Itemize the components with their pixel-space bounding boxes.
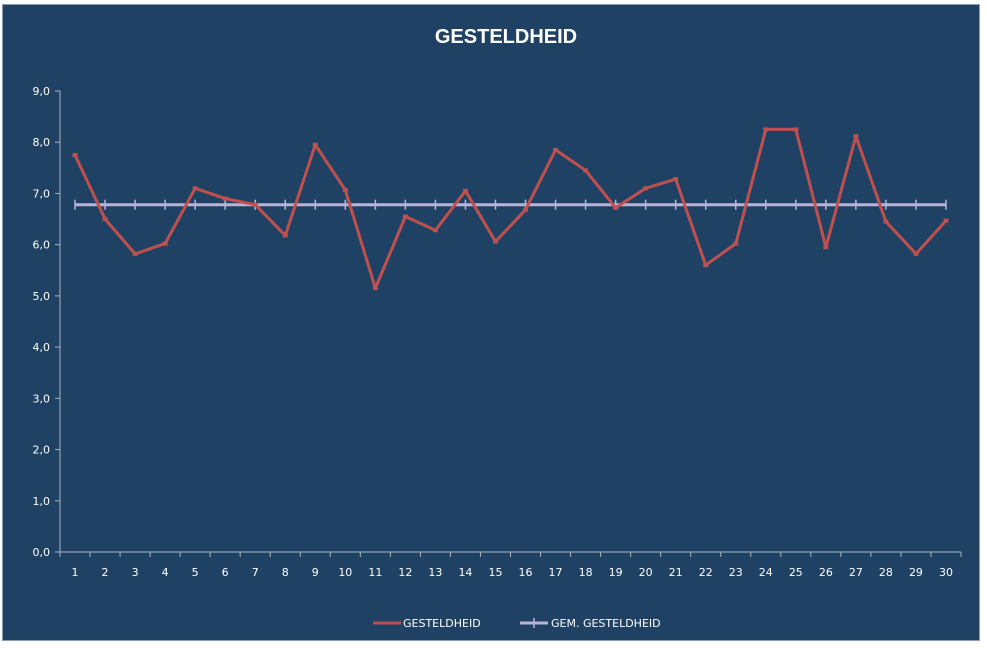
data-point-gesteldheid	[492, 239, 498, 244]
x-tick-label: 26	[819, 566, 833, 579]
y-tick-label: 7,0	[33, 187, 51, 200]
data-point-gesteldheid	[913, 251, 919, 256]
x-tick-label: 5	[192, 566, 199, 579]
series-layer	[72, 127, 949, 291]
data-point-gesteldheid	[432, 228, 438, 233]
y-tick-label: 5,0	[33, 290, 51, 303]
x-tick-label: 8	[282, 566, 289, 579]
x-tick-label: 18	[579, 566, 593, 579]
data-point-gesteldheid	[823, 245, 829, 250]
y-tick-label: 2,0	[33, 444, 51, 457]
data-point-gesteldheid	[763, 127, 769, 132]
data-point-gesteldheid	[222, 196, 228, 201]
x-tick-label: 20	[639, 566, 653, 579]
data-point-gesteldheid	[282, 233, 288, 238]
legend-label-gesteldheid: GESTELDHEID	[403, 617, 481, 630]
x-tick-label: 19	[609, 566, 623, 579]
y-tick-label: 3,0	[33, 392, 51, 405]
data-point-gesteldheid	[162, 241, 168, 246]
x-tick-label: 13	[428, 566, 442, 579]
legend: GESTELDHEID GEM. GESTELDHEID	[373, 617, 661, 630]
x-tick-label: 4	[162, 566, 169, 579]
x-tick-label: 12	[398, 566, 412, 579]
data-point-gesteldheid	[673, 177, 679, 182]
y-tick-label: 0,0	[33, 546, 51, 559]
y-tick-label: 9,0	[33, 85, 51, 98]
x-tick-label: 29	[909, 566, 923, 579]
x-tick-label: 16	[519, 566, 533, 579]
data-point-gesteldheid	[793, 127, 799, 132]
data-point-gesteldheid	[583, 168, 589, 173]
data-point-gesteldheid	[733, 241, 739, 246]
data-point-gesteldheid	[703, 263, 709, 268]
x-tick-label: 21	[669, 566, 683, 579]
x-tick-label: 6	[222, 566, 229, 579]
x-tick-label: 9	[312, 566, 319, 579]
data-point-gesteldheid	[402, 214, 408, 219]
series-line-gesteldheid	[73, 127, 948, 290]
x-tick-label: 27	[849, 566, 863, 579]
x-tick-label: 3	[132, 566, 139, 579]
y-tick-label: 1,0	[33, 495, 51, 508]
data-point-gesteldheid	[252, 202, 258, 207]
x-tick-label: 10	[338, 566, 352, 579]
x-tick-label: 30	[939, 566, 953, 579]
x-tick-label: 1	[72, 566, 79, 579]
y-tick-label: 8,0	[33, 136, 51, 149]
x-tick-label: 22	[699, 566, 713, 579]
data-point-gesteldheid	[553, 147, 559, 152]
data-point-gesteldheid	[853, 134, 859, 139]
x-tick-label: 15	[488, 566, 502, 579]
data-point-gesteldheid	[72, 153, 78, 158]
x-tick-label: 2	[102, 566, 109, 579]
chart-title: GESTELDHEID	[435, 26, 577, 48]
data-point-gesteldheid	[523, 207, 529, 212]
data-point-gesteldheid	[342, 187, 348, 192]
x-tick-label: 25	[789, 566, 803, 579]
data-point-gesteldheid	[312, 142, 318, 147]
y-tick-label: 6,0	[33, 239, 51, 252]
x-tick-label: 11	[368, 566, 382, 579]
x-tick-label: 24	[759, 566, 773, 579]
data-point-gesteldheid	[613, 205, 619, 210]
legend-label-gem-gesteldheid: GEM. GESTELDHEID	[551, 617, 661, 630]
data-point-gesteldheid	[883, 219, 889, 224]
data-point-gesteldheid	[462, 188, 468, 193]
x-tick-label: 7	[252, 566, 259, 579]
data-point-gesteldheid	[132, 251, 138, 256]
data-point-gesteldheid	[192, 186, 198, 191]
data-point-gesteldheid	[643, 186, 649, 191]
data-point-gesteldheid	[372, 286, 378, 291]
x-tick-label: 28	[879, 566, 893, 579]
data-point-gesteldheid	[943, 218, 949, 223]
axes: 0,01,02,03,04,05,06,07,08,09,01 2 3 4 5 6 7 8 9 1…	[33, 85, 962, 579]
data-point-gesteldheid	[102, 217, 108, 222]
chart-canvas: GESTELDHEID 0,0 1,0 2,0 3,0 4,0 5,0 6,0 7,0 8,0 9…	[33, 26, 962, 630]
y-tick-label: 4,0	[33, 341, 51, 354]
x-tick-label: 17	[549, 566, 563, 579]
chart-frame: GESTELDHEID 0,0 1,0 2,0 3,0 4,0 5,0 6,0 7,0 8,0 9…	[2, 4, 980, 641]
x-tick-label: 23	[729, 566, 743, 579]
x-tick-label: 14	[458, 566, 472, 579]
